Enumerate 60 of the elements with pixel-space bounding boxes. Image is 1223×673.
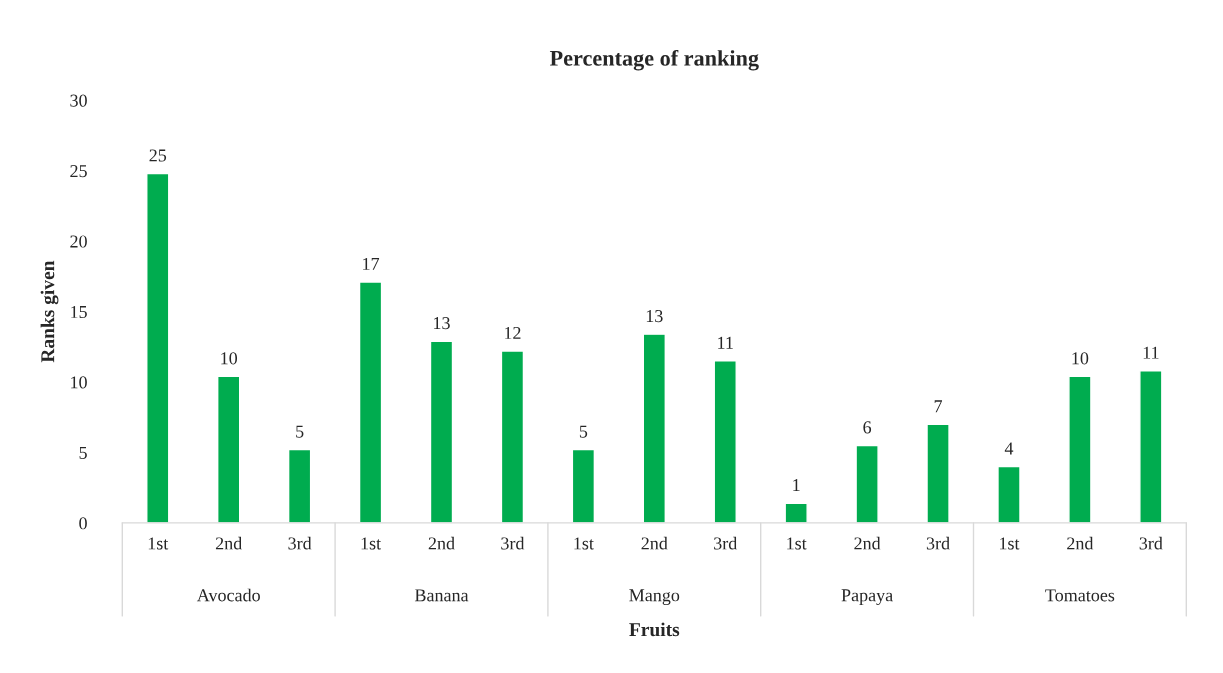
bar — [500, 350, 525, 523]
bar — [713, 360, 737, 523]
bar — [855, 444, 879, 523]
x-tick-label: 3rd — [926, 536, 950, 550]
data-label: 13 — [434, 317, 450, 330]
bar — [784, 502, 808, 523]
text: Mango — [629, 589, 680, 606]
y-tick-label: 10 — [71, 376, 87, 389]
text: Banana — [414, 589, 469, 602]
bar — [429, 340, 454, 523]
data-label: 12 — [505, 326, 521, 339]
data-label: 10 — [1072, 352, 1089, 365]
y-tick-label: 5 — [79, 446, 87, 459]
x-tick-label: 3rd — [714, 536, 738, 550]
bar — [287, 448, 312, 523]
x-tick-label: 2nd — [1067, 536, 1094, 550]
data-label: 13 — [646, 310, 663, 323]
x-tick-label: 3rd — [1139, 536, 1163, 550]
text: Avocado — [196, 588, 260, 602]
x-tick-label: 2nd — [215, 536, 243, 550]
data-label: 10 — [221, 352, 238, 365]
x-tick-label: 2nd — [854, 536, 881, 550]
bar — [1139, 370, 1163, 523]
data-label: 4 — [1004, 442, 1014, 455]
x-tick-label: 3rd — [501, 536, 525, 550]
bar — [926, 423, 950, 523]
data-label: 5 — [579, 425, 588, 438]
x-tick-label: 1st — [361, 537, 381, 550]
chart-title: Percentage of ranking — [549, 49, 759, 71]
bar — [217, 375, 241, 523]
x-tick-label: 1st — [787, 537, 807, 550]
data-label: 5 — [296, 425, 304, 438]
text: Tomatoes — [1045, 589, 1115, 602]
data-label: 1 — [793, 479, 800, 492]
bar — [358, 281, 383, 523]
y-axis-title: Ranks given — [40, 260, 59, 363]
bar — [997, 465, 1021, 523]
y-tick-label: 15 — [71, 305, 87, 319]
data-label: 6 — [863, 421, 872, 434]
text: Papaya — [841, 589, 893, 606]
y-tick-label: 20 — [70, 235, 87, 248]
bar — [642, 333, 666, 523]
x-tick-label: 1st — [574, 537, 594, 550]
x-tick-label: 2nd — [641, 536, 668, 550]
y-tick-label: 30 — [70, 94, 87, 107]
data-label: 7 — [934, 400, 943, 413]
data-label: 17 — [363, 257, 380, 270]
data-label: 11 — [1143, 346, 1159, 359]
bar — [1068, 375, 1092, 523]
data-label: 11 — [718, 336, 733, 349]
x-tick-label: 1st — [1000, 537, 1020, 550]
x-tick-label: 3rd — [288, 536, 312, 550]
y-tick-label: 0 — [79, 517, 87, 530]
data-label: 25 — [149, 149, 167, 162]
x-axis-title: Fruits — [629, 622, 680, 637]
bar — [146, 172, 170, 523]
y-tick-label: 25 — [70, 165, 87, 178]
bar — [571, 448, 596, 523]
x-tick-label: 2nd — [428, 536, 455, 550]
x-tick-label: 1st — [148, 537, 169, 550]
